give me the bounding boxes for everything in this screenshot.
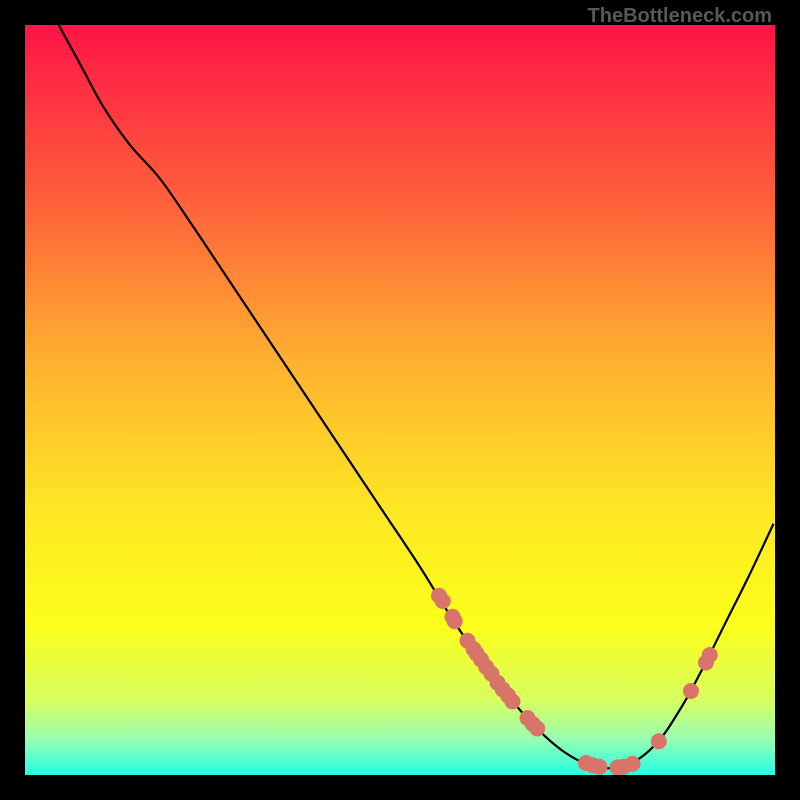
chart-curve-layer <box>25 25 775 775</box>
curve-marker <box>447 613 463 629</box>
curve-marker <box>683 683 699 699</box>
watermark-text: TheBottleneck.com <box>588 5 772 28</box>
bottleneck-curve <box>59 25 774 768</box>
curve-marker <box>435 593 451 609</box>
curve-marker <box>702 647 718 663</box>
curve-marker <box>651 733 667 749</box>
curve-marker <box>505 694 521 710</box>
curve-marker <box>592 759 608 775</box>
curve-markers <box>431 588 718 775</box>
bottleneck-chart <box>25 25 775 775</box>
curve-marker <box>529 721 545 737</box>
curve-marker <box>625 756 641 772</box>
